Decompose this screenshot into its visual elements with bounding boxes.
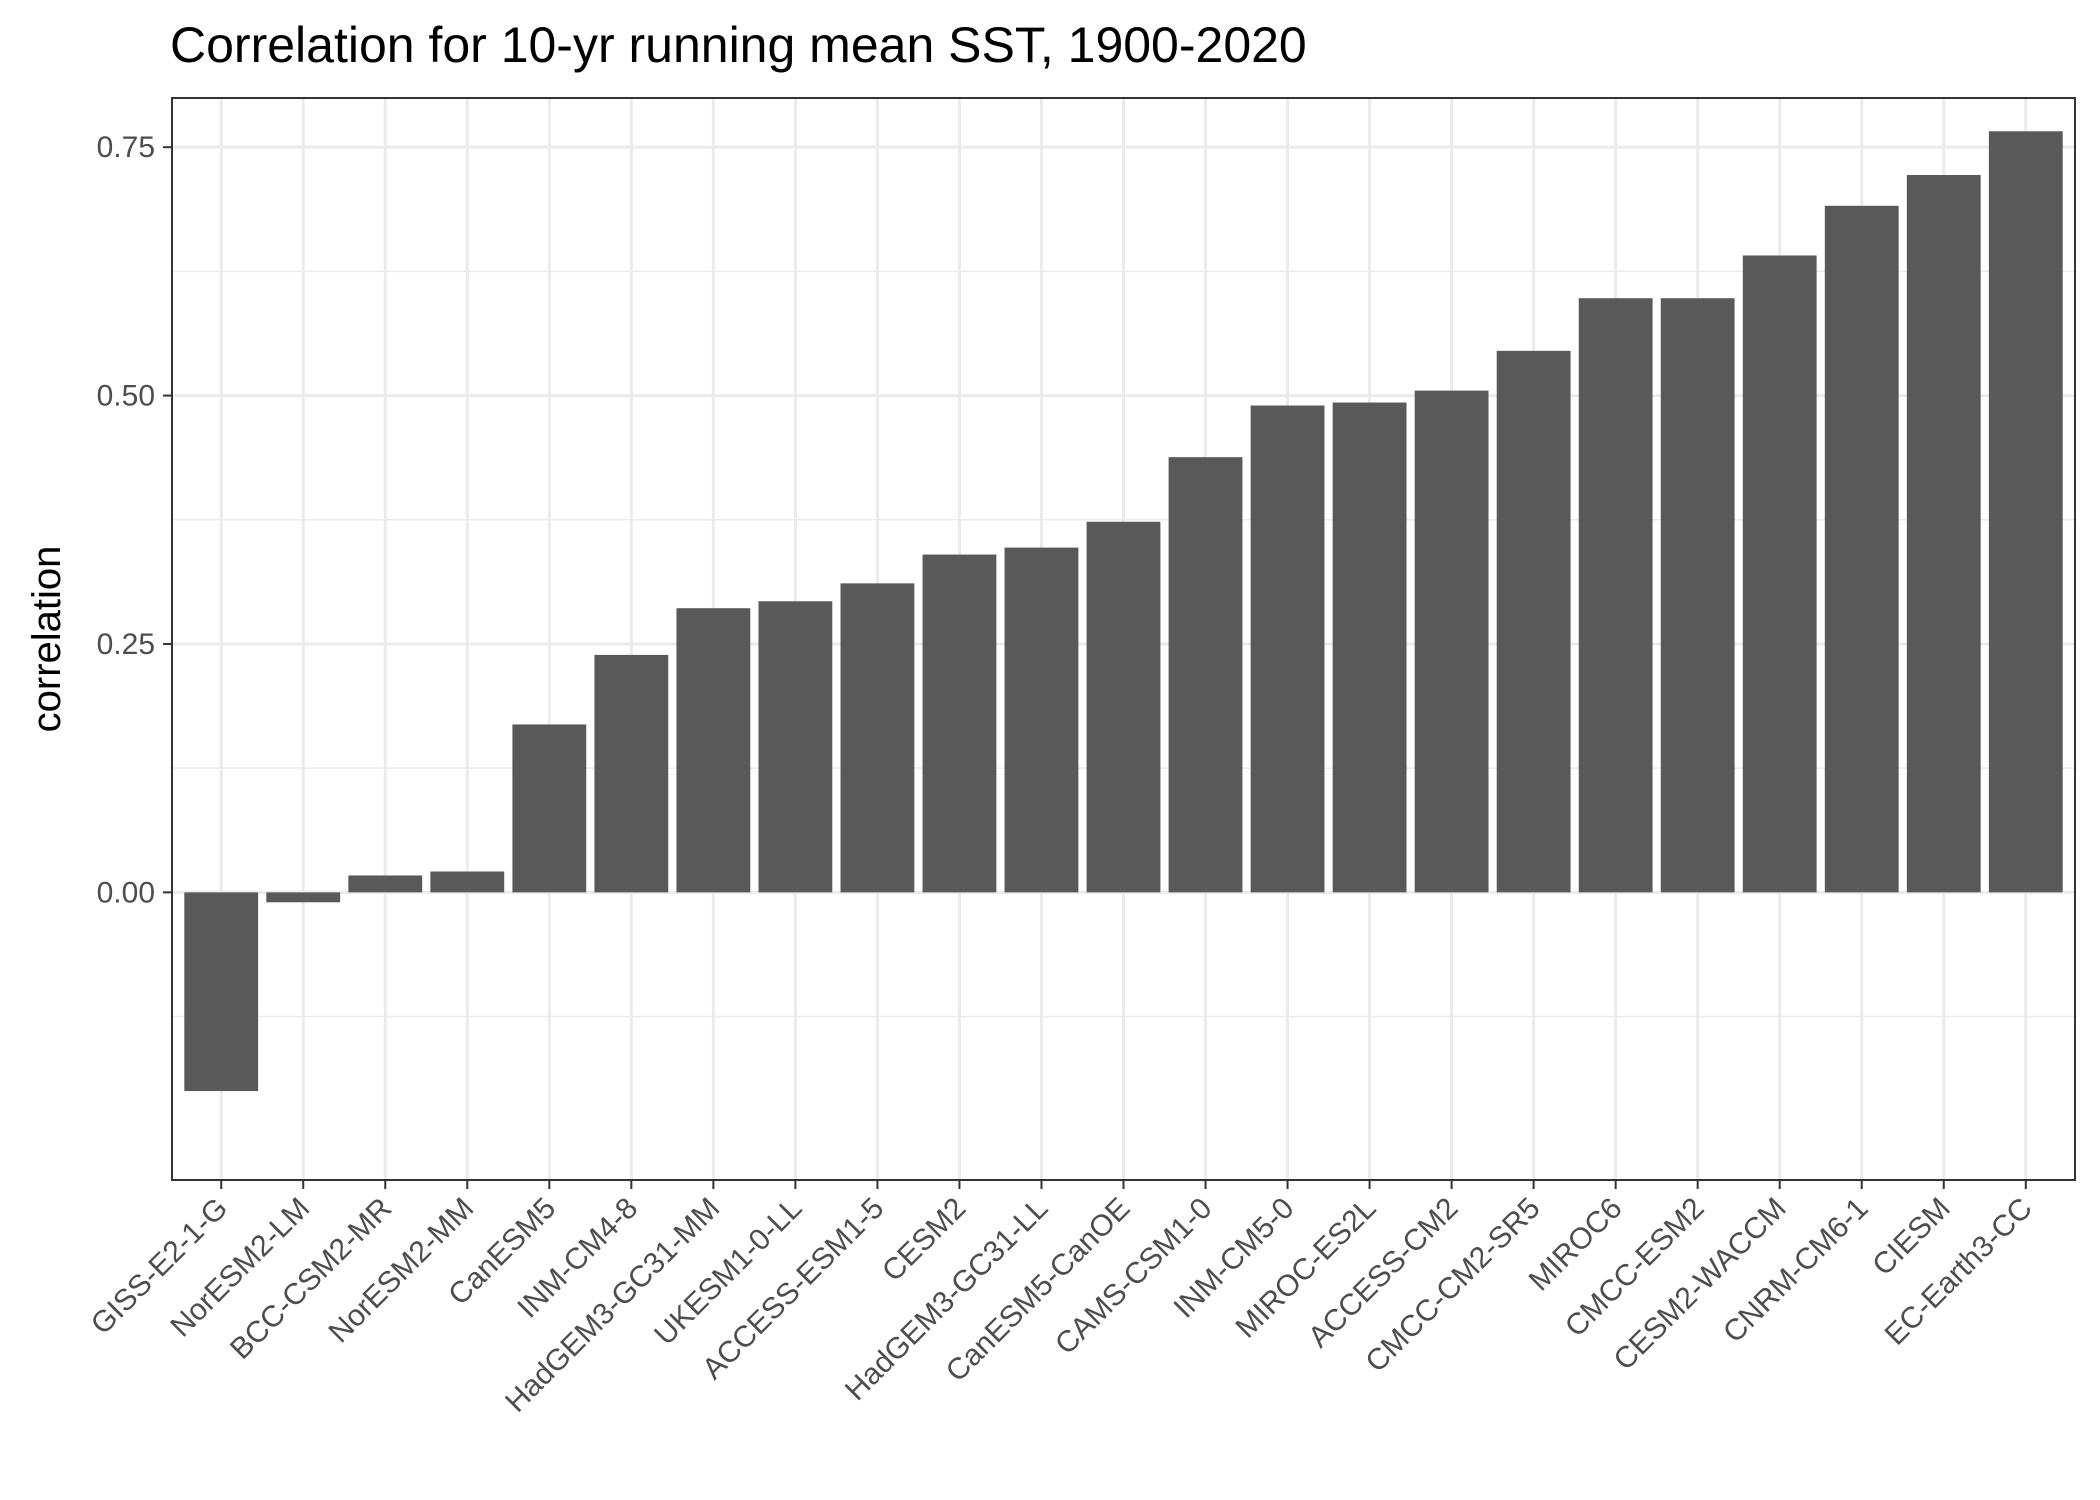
- y-tick-label: 0.00: [97, 876, 155, 909]
- x-axis: GISS-E2-1-GNorESM2-LMBCC-CSM2-MRNorESM2-…: [85, 1180, 2039, 1419]
- bar-access-esm1-5: [840, 583, 915, 893]
- bar-ciesm: [1906, 175, 1981, 893]
- bar-cesm2: [922, 554, 997, 893]
- bar-inm-cm4-8: [594, 654, 669, 893]
- y-tick-label: 0.50: [97, 380, 155, 413]
- bar-ukesm1-0-ll: [758, 601, 833, 893]
- x-tick-label: NorESM2-MM: [323, 1192, 481, 1350]
- bar-noresm2-lm: [266, 892, 341, 903]
- x-tick-label: ACCESS-CM2: [1302, 1192, 1464, 1354]
- x-tick-label: UKESM1-0-LL: [648, 1192, 808, 1352]
- chart-title: Correlation for 10-yr running mean SST, …: [170, 17, 1307, 73]
- bar-hadgem3-gc31-ll: [1004, 547, 1079, 893]
- bar-bcc-csm2-mr: [348, 875, 423, 893]
- x-tick-label: CNRM-CM6-1: [1717, 1192, 1875, 1350]
- y-tick-label: 0.75: [97, 131, 155, 164]
- y-axis-label: correlation: [25, 546, 69, 733]
- bar-cmcc-esm2: [1660, 298, 1735, 893]
- y-tick-label: 0.25: [97, 628, 155, 661]
- bar-miroc-es2l: [1332, 402, 1407, 893]
- bar-cmcc-cm2-sr5: [1496, 350, 1571, 893]
- bar-ec-earth3-cc: [1988, 131, 2063, 893]
- bar-hadgem3-gc31-mm: [676, 608, 751, 893]
- x-tick-label: EC-Earth3-CC: [1879, 1192, 2039, 1352]
- bar-access-cm2: [1414, 390, 1489, 893]
- bar-inm-cm5-0: [1250, 405, 1325, 893]
- bar-cams-csm1-0: [1168, 457, 1243, 893]
- bar-cesm2-waccm: [1742, 255, 1817, 893]
- bar-canesm5: [512, 724, 587, 893]
- bar-cnrm-cm6-1: [1824, 205, 1899, 893]
- y-axis: 0.00 0.25 0.50 0.75: [97, 131, 172, 909]
- x-tick-label: MIROC-ES2L: [1230, 1192, 1383, 1345]
- bar-noresm2-mm: [430, 871, 505, 893]
- bar-canesm5-canoe: [1086, 521, 1161, 893]
- bars: [184, 131, 2063, 1092]
- bar-miroc6: [1578, 298, 1653, 893]
- bar-giss-e2-1-g: [184, 892, 259, 1092]
